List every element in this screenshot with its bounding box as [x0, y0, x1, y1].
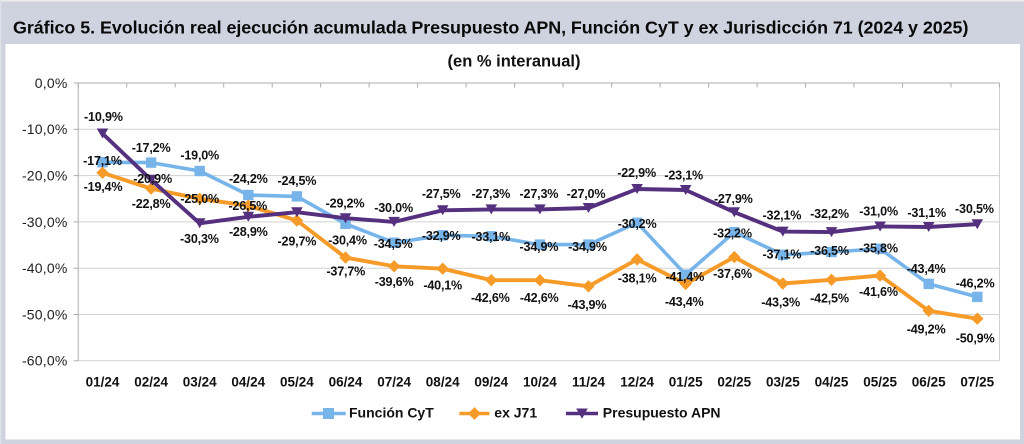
svg-text:05/25: 05/25: [863, 375, 897, 390]
svg-text:-10,0%: -10,0%: [22, 121, 68, 137]
svg-text:-27,9%: -27,9%: [714, 192, 753, 206]
svg-text:-42,6%: -42,6%: [471, 291, 510, 305]
svg-text:-43,9%: -43,9%: [568, 298, 607, 312]
svg-text:-29,2%: -29,2%: [326, 197, 365, 211]
svg-text:-46,2%: -46,2%: [956, 277, 995, 291]
svg-text:10/24: 10/24: [523, 375, 557, 390]
svg-text:-24,5%: -24,5%: [278, 174, 317, 188]
svg-text:02/24: 02/24: [134, 375, 168, 390]
svg-text:-23,1%: -23,1%: [664, 169, 703, 183]
svg-text:-38,1%: -38,1%: [618, 271, 657, 285]
svg-text:-30,3%: -30,3%: [180, 232, 219, 246]
svg-text:Presupuesto APN: Presupuesto APN: [603, 405, 721, 421]
svg-text:ex J71: ex J71: [494, 405, 537, 421]
svg-text:-22,9%: -22,9%: [617, 166, 656, 180]
svg-text:04/24: 04/24: [231, 375, 265, 390]
svg-text:-42,5%: -42,5%: [810, 292, 849, 306]
svg-text:-41,6%: -41,6%: [859, 285, 898, 299]
svg-text:01/24: 01/24: [86, 375, 120, 390]
svg-text:-34,5%: -34,5%: [374, 237, 413, 251]
svg-text:-30,4%: -30,4%: [328, 233, 367, 247]
svg-text:-43,4%: -43,4%: [907, 262, 946, 276]
svg-text:Función CyT: Función CyT: [349, 405, 434, 421]
svg-text:-30,0%: -30,0%: [374, 201, 413, 215]
svg-text:-27,0%: -27,0%: [567, 187, 606, 201]
svg-text:05/24: 05/24: [280, 375, 314, 390]
svg-text:-40,0%: -40,0%: [22, 260, 68, 276]
svg-text:-27,3%: -27,3%: [520, 187, 559, 201]
svg-text:-20,0%: -20,0%: [22, 168, 68, 184]
svg-text:03/25: 03/25: [766, 375, 800, 390]
svg-text:03/24: 03/24: [183, 375, 217, 390]
svg-text:-17,1%: -17,1%: [83, 154, 122, 168]
svg-text:-24,2%: -24,2%: [229, 172, 268, 186]
svg-text:-27,3%: -27,3%: [471, 187, 510, 201]
svg-text:08/24: 08/24: [426, 375, 460, 390]
svg-text:-28,9%: -28,9%: [229, 225, 268, 239]
svg-text:-39,6%: -39,6%: [375, 275, 414, 289]
svg-text:-32,2%: -32,2%: [713, 227, 752, 241]
svg-text:Gráfico 5. Evolución real ejec: Gráfico 5. Evolución real ejecución acum…: [13, 18, 968, 38]
svg-text:-32,1%: -32,1%: [763, 208, 802, 222]
svg-text:-41,4%: -41,4%: [665, 270, 704, 284]
svg-text:-42,6%: -42,6%: [520, 291, 559, 305]
svg-text:-35,8%: -35,8%: [859, 241, 898, 255]
svg-text:02/25: 02/25: [717, 375, 751, 390]
svg-text:-40,1%: -40,1%: [423, 279, 462, 293]
svg-text:-36,5%: -36,5%: [810, 244, 849, 258]
svg-text:-50,9%: -50,9%: [956, 332, 995, 346]
svg-text:-31,0%: -31,0%: [859, 205, 898, 219]
svg-text:04/25: 04/25: [815, 375, 849, 390]
svg-text:-30,5%: -30,5%: [955, 202, 994, 216]
svg-text:-25,0%: -25,0%: [180, 192, 219, 206]
svg-text:06/24: 06/24: [329, 375, 363, 390]
svg-text:-29,7%: -29,7%: [278, 235, 317, 249]
svg-text:-32,2%: -32,2%: [810, 207, 849, 221]
svg-text:07/25: 07/25: [960, 375, 994, 390]
svg-text:07/24: 07/24: [377, 375, 411, 390]
svg-text:-37,6%: -37,6%: [713, 267, 752, 281]
svg-text:-34,9%: -34,9%: [568, 240, 607, 254]
svg-text:-19,0%: -19,0%: [180, 148, 219, 162]
svg-text:-32,9%: -32,9%: [422, 229, 461, 243]
svg-text:0,0%: 0,0%: [35, 75, 68, 91]
svg-text:-43,3%: -43,3%: [761, 295, 800, 309]
svg-text:-22,8%: -22,8%: [132, 197, 171, 211]
svg-text:-30,2%: -30,2%: [618, 217, 657, 231]
svg-text:-20,9%: -20,9%: [133, 172, 172, 186]
svg-text:12/24: 12/24: [620, 375, 654, 390]
svg-text:11/24: 11/24: [572, 375, 606, 390]
svg-text:-27,5%: -27,5%: [422, 187, 461, 201]
svg-text:01/25: 01/25: [669, 375, 703, 390]
svg-text:-31,1%: -31,1%: [907, 206, 946, 220]
svg-text:-43,4%: -43,4%: [665, 295, 704, 309]
svg-text:-37,7%: -37,7%: [326, 265, 365, 279]
svg-text:-10,9%: -10,9%: [84, 110, 123, 124]
svg-text:-50,0%: -50,0%: [22, 306, 68, 322]
svg-text:-19,4%: -19,4%: [84, 180, 123, 194]
svg-text:-34,9%: -34,9%: [520, 240, 559, 254]
svg-text:-49,2%: -49,2%: [907, 323, 946, 337]
svg-text:-17,2%: -17,2%: [132, 141, 171, 155]
svg-text:-26,5%: -26,5%: [228, 199, 267, 213]
svg-text:(en % interanual): (en % interanual): [448, 53, 581, 71]
svg-text:-30,0%: -30,0%: [22, 214, 68, 230]
svg-text:09/24: 09/24: [474, 375, 508, 390]
svg-text:-37,1%: -37,1%: [763, 247, 802, 261]
svg-text:-60,0%: -60,0%: [22, 353, 68, 369]
svg-text:06/25: 06/25: [912, 375, 946, 390]
svg-text:-33,1%: -33,1%: [471, 230, 510, 244]
